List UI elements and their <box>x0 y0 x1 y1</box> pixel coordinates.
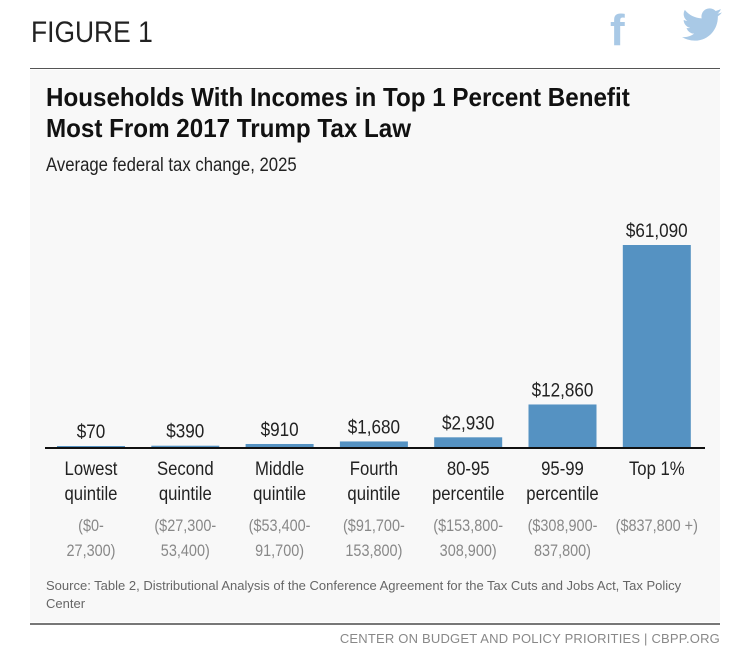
bar <box>57 446 125 447</box>
footer-credit: CENTER ON BUDGET AND POLICY PRIORITIES |… <box>339 631 720 646</box>
footer-divider <box>30 623 720 625</box>
bar <box>339 441 408 447</box>
source-note: Source: Table 2, Distributional Analysis… <box>46 578 682 611</box>
header-divider <box>30 68 720 69</box>
data-label: $1,680 <box>348 417 400 438</box>
category-label: Middle <box>255 458 304 479</box>
category-label: 95-99 <box>541 458 584 479</box>
range-label: 153,800) <box>345 542 402 560</box>
category-label: Second <box>157 458 214 479</box>
category-label: quintile <box>159 483 212 504</box>
bar <box>151 445 220 447</box>
range-label: 308,900) <box>440 542 497 560</box>
range-label: ($53,400- <box>249 517 311 535</box>
chart-panel <box>30 70 720 622</box>
category-label: 80-95 <box>447 458 490 479</box>
range-label: ($308,900- <box>528 517 598 535</box>
category-label: quintile <box>65 483 118 504</box>
range-label: 53,400) <box>161 542 210 560</box>
twitter-icon[interactable] <box>682 8 722 42</box>
range-label: ($0- <box>78 517 104 535</box>
figure-label: FIGURE 1 <box>31 16 153 49</box>
bar <box>622 245 691 447</box>
chart-subtitle: Average federal tax change, 2025 <box>46 155 297 176</box>
data-label: $70 <box>77 421 106 442</box>
category-label: quintile <box>253 483 306 504</box>
data-label: $12,860 <box>532 380 594 401</box>
range-label: ($153,800- <box>433 517 503 535</box>
chart-title: Households With Incomes in Top 1 Percent… <box>46 82 630 143</box>
data-label: $61,090 <box>626 220 688 241</box>
data-label: $390 <box>166 421 204 442</box>
data-label: $910 <box>261 419 299 440</box>
range-label: 837,800) <box>534 542 591 560</box>
category-label: percentile <box>526 483 598 504</box>
range-label: ($91,700- <box>343 517 405 535</box>
category-label: Top 1% <box>629 458 685 479</box>
range-label: ($837,800 +) <box>616 517 698 535</box>
category-label: quintile <box>347 483 400 504</box>
data-label: $2,930 <box>442 412 494 433</box>
category-label: Fourth <box>350 458 398 479</box>
bar <box>245 443 314 447</box>
range-label: ($27,300- <box>154 517 216 535</box>
category-label: Lowest <box>65 458 118 479</box>
range-label: 91,700) <box>255 542 304 560</box>
facebook-icon[interactable]: f <box>610 6 625 55</box>
range-label: 27,300) <box>67 542 116 560</box>
category-label: percentile <box>432 483 504 504</box>
bar <box>434 437 503 447</box>
bar <box>528 404 597 447</box>
